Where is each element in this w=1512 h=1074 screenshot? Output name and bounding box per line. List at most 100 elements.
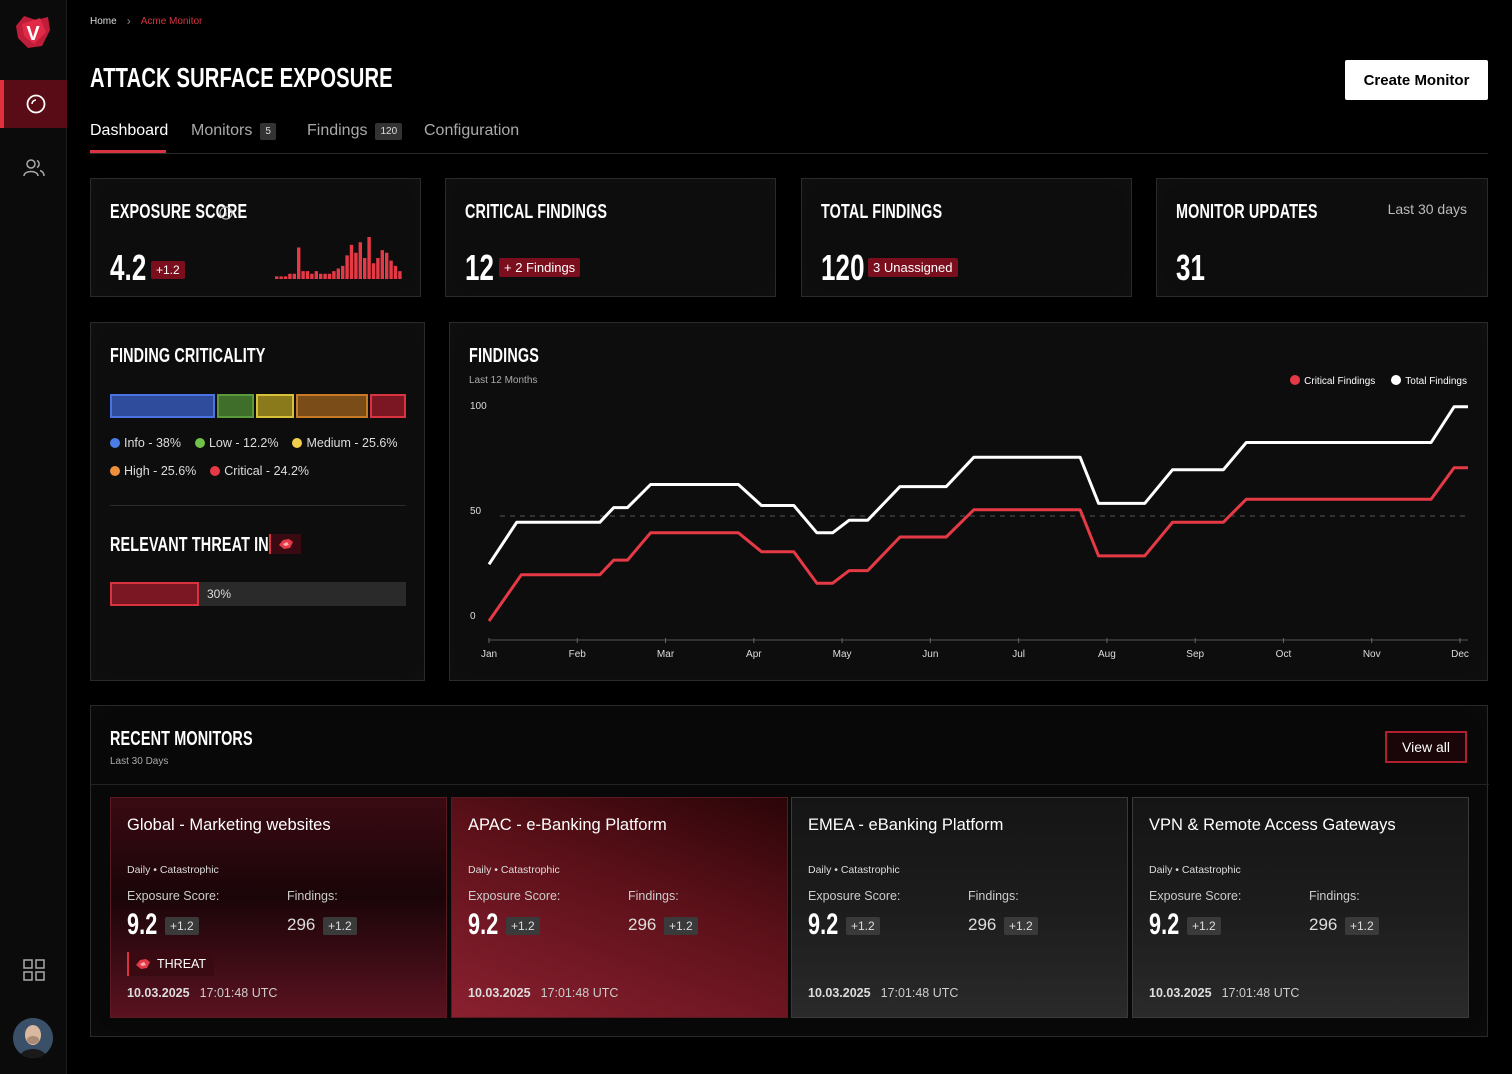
monitor-name: EMEA - eBanking Platform [808, 816, 1004, 834]
criticality-legend-row-1: Info - 38% Low - 12.2% Medium - 25.6% [110, 436, 397, 450]
section-title: RECENT MONITORS [110, 728, 253, 750]
score-delta-badge: +1.2 [165, 917, 199, 935]
sparkline-bar [327, 273, 332, 279]
exposure-sparkline [275, 237, 402, 279]
tab-monitors[interactable]: Monitors 5 [191, 122, 276, 140]
breadcrumb-home[interactable]: Home [90, 15, 117, 27]
monitor-timestamp: 10.03.2025 17:01:48 UTC [808, 986, 958, 1000]
users-icon [22, 159, 45, 177]
nav-item-users[interactable] [0, 148, 67, 188]
x-tick-label: Aug [1098, 649, 1116, 660]
monitor-time: 17:01:48 UTC [880, 986, 959, 1000]
criticality-segment[interactable] [110, 394, 216, 418]
monitor-card[interactable]: EMEA - eBanking Platform Daily • Catastr… [791, 797, 1128, 1018]
critical-findings-card: CRITICAL FINDINGS 12 + 2 Findings [445, 178, 776, 297]
sparkline-bar [314, 271, 318, 279]
tab-count-badge: 5 [260, 122, 276, 140]
create-monitor-button[interactable]: Create Monitor [1345, 60, 1488, 100]
monitor-meta: Daily • Catastrophic [808, 864, 900, 876]
exposure-score-value: 4.2 [110, 247, 147, 288]
exposure-score-label: Exposure Score: [1149, 889, 1242, 903]
sparkline-bar [283, 276, 288, 279]
sparkline-bar [341, 265, 345, 279]
monitor-score: 9.2 [468, 908, 499, 941]
tab-label: Monitors [191, 122, 253, 139]
legend-low: Low - 12.2% [194, 436, 278, 450]
threat-badge: THREAT [127, 952, 215, 976]
divider [110, 505, 406, 506]
monitor-time: 17:01:48 UTC [540, 986, 619, 1000]
monitor-findings: 296 [968, 915, 997, 934]
findings-label: Findings: [628, 889, 679, 903]
monitor-card[interactable]: Global - Marketing websites Daily • Cata… [110, 797, 447, 1018]
svg-text:V: V [26, 23, 40, 45]
monitor-findings: 296 [287, 915, 316, 934]
x-tick-label: Jan [481, 649, 497, 660]
sparkline-bar [305, 271, 310, 279]
findings-delta-badge: +1.2 [323, 917, 357, 935]
x-tick-label: Sep [1186, 649, 1204, 660]
critical-findings-value: 12 [465, 247, 495, 288]
nav-item-apps[interactable] [0, 950, 67, 990]
criticality-segment[interactable] [255, 394, 294, 418]
x-tick-label: Apr [746, 649, 762, 660]
criticality-segment[interactable] [370, 394, 406, 418]
monitor-name: APAC - e-Banking Platform [468, 816, 667, 834]
threat-intel-progress: 30% [110, 582, 406, 606]
nav-item-monitor[interactable] [0, 80, 67, 128]
tab-configuration[interactable]: Configuration [424, 122, 519, 140]
sparkline-bar [393, 265, 398, 279]
x-tick-label: Jun [922, 649, 938, 660]
sparkline-bar [319, 273, 323, 279]
view-all-button[interactable]: View all [1385, 731, 1467, 763]
bug-icon [279, 539, 293, 549]
sparkline-bar [380, 250, 384, 279]
monitor-meta: Daily • Catastrophic [468, 864, 560, 876]
active-tab-indicator [90, 150, 166, 153]
critical-findings-badge: + 2 Findings [499, 258, 581, 277]
monitor-findings: 296 [628, 915, 657, 934]
x-tick-label: Oct [1276, 649, 1292, 660]
card-title: FINDING CRITICALITY [110, 345, 266, 367]
legend-total-findings[interactable]: Total Findings [1391, 375, 1467, 387]
card-title: TOTAL FINDINGS [821, 201, 943, 223]
exposure-score-card: EXPOSURE SCORE 4.2 +1.2 [90, 178, 421, 297]
findings-delta-badge: +1.2 [1345, 917, 1379, 935]
avatar[interactable] [13, 1018, 53, 1058]
criticality-segment[interactable] [295, 394, 369, 418]
legend-critical-findings[interactable]: Critical Findings [1290, 375, 1375, 387]
info-icon[interactable] [219, 206, 233, 220]
monitor-card[interactable]: APAC - e-Banking Platform Daily • Catast… [451, 797, 788, 1018]
chart-legend: Critical Findings Total Findings [1290, 375, 1467, 387]
y-tick-label: 0 [470, 611, 476, 622]
sparkline-bar [310, 273, 314, 279]
findings-label: Findings: [1309, 889, 1360, 903]
chart-title: FINDINGS [469, 345, 539, 367]
section-subtitle: Last 30 Days [110, 756, 169, 767]
monitor-score: 9.2 [127, 908, 158, 941]
y-tick-label: 50 [470, 506, 482, 517]
sparkline-bar [292, 273, 296, 279]
sparkline-bar [288, 273, 292, 279]
unassigned-badge: 3 Unassigned [868, 258, 958, 277]
app-logo[interactable]: V [14, 14, 52, 50]
sparkline-bar [279, 276, 283, 279]
tab-dashboard[interactable]: Dashboard [90, 122, 168, 140]
threat-progress-fill [110, 582, 199, 606]
monitor-time: 17:01:48 UTC [1221, 986, 1300, 1000]
sparkline-bar [345, 255, 349, 279]
criticality-legend-row-2: High - 25.6% Critical - 24.2% [110, 464, 309, 478]
tab-findings[interactable]: Findings 120 [307, 122, 403, 140]
monitor-card[interactable]: VPN & Remote Access Gateways Daily • Cat… [1132, 797, 1469, 1018]
card-title: CRITICAL FINDINGS [465, 201, 608, 223]
monitor-date: 10.03.2025 [468, 986, 531, 1000]
y-tick-label: 100 [470, 401, 487, 412]
monitor-timestamp: 10.03.2025 17:01:48 UTC [127, 986, 277, 1000]
score-delta-badge: +1.2 [506, 917, 540, 935]
criticality-segment[interactable] [217, 394, 254, 418]
x-tick-label: Dec [1451, 649, 1469, 660]
tab-bar: Dashboard Monitors 5 Findings 120 Config… [90, 112, 1488, 154]
monitor-score: 9.2 [808, 908, 839, 941]
monitor-date: 10.03.2025 [808, 986, 871, 1000]
exposure-delta-badge: +1.2 [151, 261, 185, 279]
